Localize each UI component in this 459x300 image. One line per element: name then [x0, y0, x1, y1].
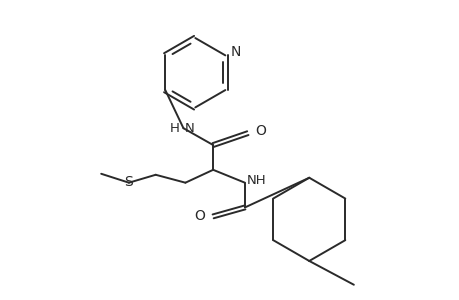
- Text: N: N: [230, 45, 240, 59]
- Text: N: N: [184, 122, 194, 135]
- Text: S: S: [124, 175, 133, 189]
- Text: O: O: [254, 124, 265, 138]
- Text: H: H: [169, 122, 179, 135]
- Text: NH: NH: [246, 174, 266, 187]
- Text: O: O: [194, 209, 205, 224]
